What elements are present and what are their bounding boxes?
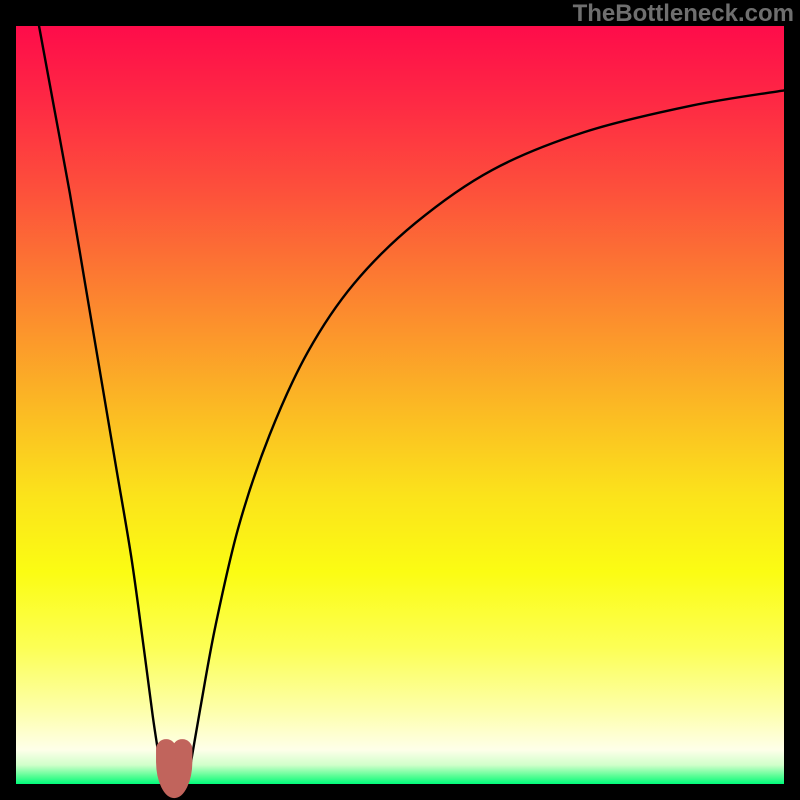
gradient-background: [16, 26, 784, 784]
chart-root: TheBottleneck.com: [0, 0, 800, 800]
chart-svg: [0, 0, 800, 800]
